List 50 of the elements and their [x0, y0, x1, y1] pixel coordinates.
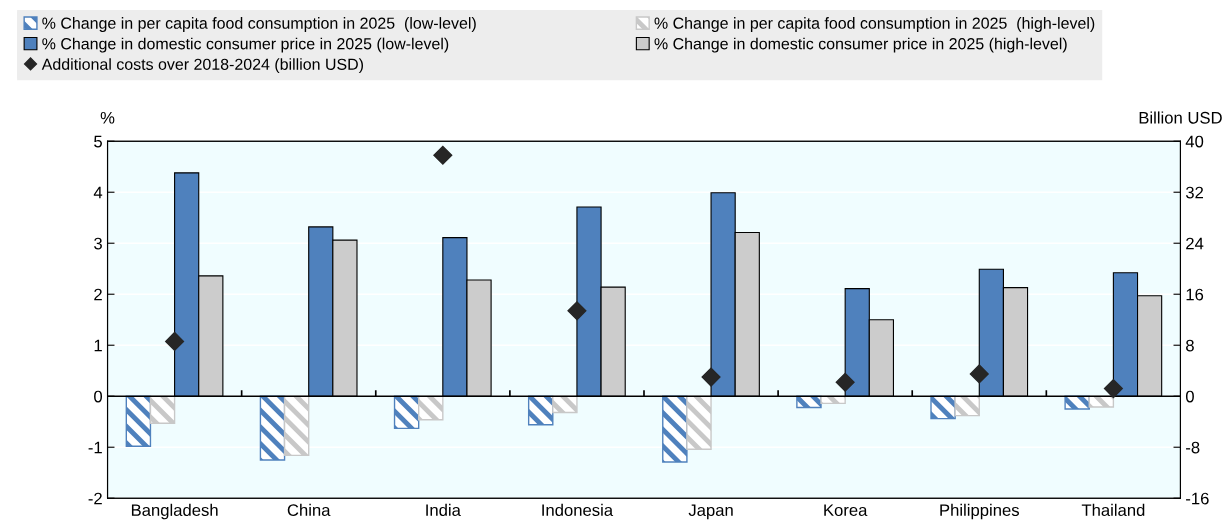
point [1103, 379, 1123, 399]
y2-axis-title: Billion USD [1139, 111, 1222, 124]
x-tick-label: Thailand [1081, 503, 1145, 517]
legend-label: % Change in per capita food consumption in 2025 (low-level) [42, 17, 476, 32]
y2-tick-label: 24 [1186, 237, 1204, 250]
point [165, 331, 185, 351]
x-tick-label: Philippines [940, 503, 1019, 520]
y-tick-label: 4 [93, 186, 103, 199]
bar [954, 395, 980, 417]
y-axis-title: % [100, 111, 115, 124]
y-tick-label: 2 [94, 288, 102, 301]
bar [662, 395, 688, 463]
y-tick-label: -1 [88, 441, 102, 454]
point [835, 372, 855, 392]
bar [686, 395, 712, 450]
x-tick-label: Japan [688, 504, 733, 520]
bar [149, 395, 176, 424]
point [701, 367, 721, 387]
y2-tick-label: 0 [1185, 390, 1194, 403]
legend-label: % Change in domestic consumer price in 2025 (low-level) [42, 37, 449, 53]
point [969, 364, 989, 384]
x-tick-label: Indonesia [542, 503, 614, 517]
bar [393, 395, 420, 430]
legend-label: % Change in domestic consumer price in 2025 (high-level) [654, 37, 1067, 53]
legend-label: Additional costs over 2018-2024 (billion USD) [41, 58, 363, 74]
bar [1064, 395, 1090, 410]
y2-tick-label: 40 [1185, 135, 1204, 148]
point [433, 145, 453, 165]
x-tick-label: India [426, 503, 461, 517]
y2-tick-label: 16 [1186, 288, 1204, 301]
legend-label: % Change in per capita food consumption in 2025 (high-level) [654, 17, 1095, 32]
y-tick-label: 5 [94, 135, 102, 148]
y-tick-label: 0 [94, 390, 103, 403]
y-tick-label: -2 [88, 492, 102, 505]
bar [552, 395, 578, 414]
y2-tick-label: -8 [1186, 441, 1200, 454]
y2-tick-label: -16 [1186, 492, 1209, 505]
y2-tick-label: 32 [1185, 186, 1204, 199]
bar [259, 395, 286, 461]
bar [125, 395, 152, 447]
bar [527, 395, 554, 426]
x-tick-label: Korea [824, 504, 868, 517]
y-tick-label: 1 [94, 339, 102, 352]
y2-tick-label: 8 [1186, 339, 1194, 352]
bar [283, 395, 310, 457]
y-tick-label: 3 [94, 237, 102, 250]
x-tick-label: Bangladesh [131, 503, 218, 520]
x-tick-label: China [287, 503, 331, 517]
bar [417, 395, 444, 421]
point [567, 301, 587, 321]
